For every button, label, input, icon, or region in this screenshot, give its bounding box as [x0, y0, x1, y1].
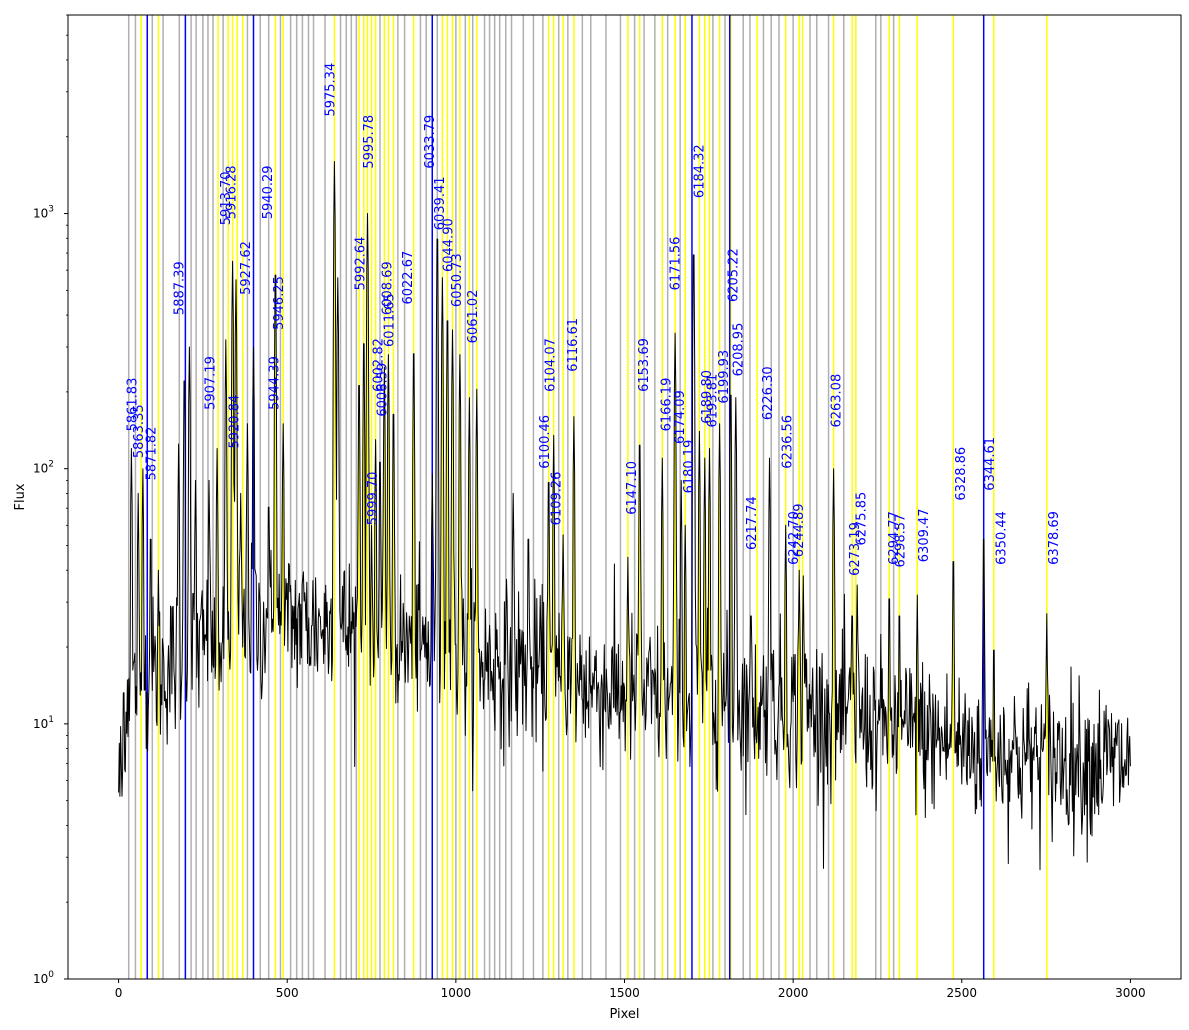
x-tick-label: 1500 [609, 986, 640, 1000]
line-label: 5975.34 [323, 63, 338, 117]
line-label: 6006.59 [376, 363, 391, 417]
line-label: 5995.78 [362, 115, 377, 169]
line-label: 5887.39 [173, 261, 188, 315]
line-label: 5946.25 [272, 276, 287, 330]
line-label: 6116.61 [566, 318, 581, 372]
line-label: 6205.22 [726, 248, 741, 302]
line-label: 6039.41 [433, 176, 448, 230]
line-label: 6050.73 [450, 253, 465, 307]
y-axis: 100 101 102 103 [33, 14, 68, 986]
line-label: 6242.70 [787, 511, 802, 565]
line-label: 6309.47 [917, 508, 932, 562]
x-axis: 0 500 1000 1500 2000 2500 3000 [115, 979, 1146, 1000]
line-label: 6166.19 [660, 378, 675, 432]
line-label: 6263.08 [829, 374, 844, 428]
line-label: 6184.32 [693, 144, 708, 198]
line-label: 5944.39 [268, 356, 283, 410]
line-label: 6109.26 [549, 472, 564, 526]
y-tick-label: 100 [33, 970, 54, 986]
line-label: 6002.82 [372, 338, 387, 392]
line-label: 6022.67 [401, 251, 416, 305]
line-label: 6236.56 [780, 415, 795, 469]
line-label: 5992.64 [354, 237, 369, 291]
line-label: 6328.86 [954, 447, 969, 501]
y-tick-label: 102 [33, 460, 54, 476]
x-axis-label: Pixel [609, 1007, 639, 1022]
line-label: 6147.10 [625, 461, 640, 515]
line-label: 6189.80 [700, 370, 715, 424]
line-label: 5861.83 [125, 378, 140, 432]
line-label: 5863.35 [132, 404, 147, 458]
x-tick-label: 500 [276, 986, 299, 1000]
y-tick-label: 103 [33, 205, 54, 221]
line-label: 6193.81 [706, 374, 721, 428]
line-label: 6350.44 [995, 511, 1010, 565]
line-label: 6061.02 [466, 290, 481, 344]
line-label: 6244.89 [792, 503, 807, 557]
line-label: 6344.61 [983, 437, 998, 491]
x-tick-label: 3000 [1115, 986, 1146, 1000]
line-label: 5907.19 [204, 356, 219, 410]
line-label: 6217.74 [745, 496, 760, 550]
line-label: 6226.30 [761, 366, 776, 420]
x-tick-label: 2000 [778, 986, 809, 1000]
line-label: 5940.29 [261, 165, 276, 219]
line-label: 5927.62 [239, 241, 254, 295]
line-label: 6294.77 [887, 511, 902, 565]
line-label: 5871.82 [145, 427, 160, 481]
line-label: 5913.70 [219, 171, 234, 225]
line-label: 6275.85 [855, 492, 870, 546]
line-label: 6008.69 [381, 261, 396, 315]
y-tick-label: 101 [33, 715, 54, 731]
line-label: 5916.28 [225, 165, 240, 219]
line-label: 6378.69 [1047, 511, 1062, 565]
y-axis-label: Flux [13, 483, 28, 510]
line-label: 6199.93 [717, 350, 732, 404]
line-label: 6044.90 [441, 218, 456, 272]
line-label: 6104.07 [544, 338, 559, 392]
line-label: 6171.56 [668, 237, 683, 291]
line-label: 6174.09 [673, 390, 688, 444]
line-label: 6011.65 [382, 293, 397, 347]
line-label: 6208.95 [731, 323, 746, 377]
line-label: 6273.19 [848, 522, 863, 576]
line-markers [127, 15, 1048, 979]
line-label: 6180.19 [682, 440, 697, 494]
x-tick-label: 0 [115, 986, 123, 1000]
line-label: 5920.84 [227, 395, 242, 449]
line-label: 6033.79 [423, 115, 438, 169]
x-tick-label: 1000 [441, 986, 472, 1000]
line-label: 6100.46 [538, 415, 553, 469]
line-label: 6153.69 [637, 338, 652, 392]
x-tick-label: 2500 [946, 986, 977, 1000]
line-label: 5999.70 [366, 472, 381, 526]
line-label: 6298.57 [893, 514, 908, 568]
spectrum-line [118, 161, 1131, 871]
